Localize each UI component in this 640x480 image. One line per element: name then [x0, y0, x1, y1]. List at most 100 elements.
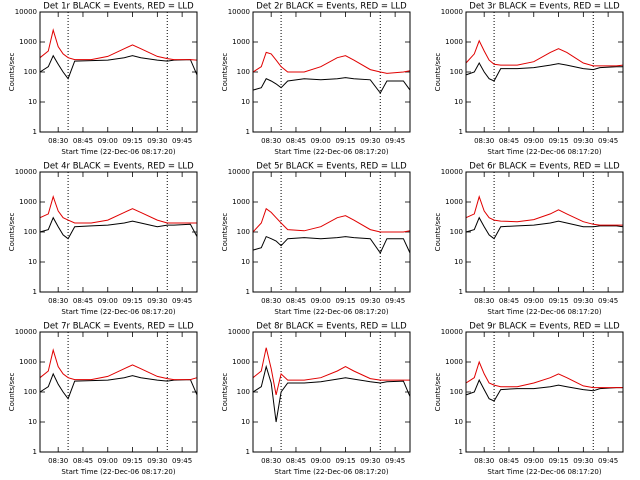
y-tick-label: 10 — [28, 418, 37, 426]
y-tick-label: 10000 — [15, 328, 37, 336]
x-tick-label: 09:00 — [524, 137, 544, 145]
y-tick-label: 1 — [459, 448, 463, 456]
y-tick-label: 10000 — [441, 8, 463, 16]
x-tick-label: 09:15 — [122, 457, 142, 465]
y-tick-label: 1 — [246, 288, 250, 296]
x-tick-label: 09:30 — [147, 457, 167, 465]
plot-frame — [465, 11, 624, 133]
x-tick-label: 09:00 — [98, 297, 118, 305]
x-tick-label: 09:15 — [548, 297, 568, 305]
y-tick-label: 1 — [459, 288, 463, 296]
y-tick-label: 10 — [241, 98, 250, 106]
y-tick-label: 100 — [24, 68, 37, 76]
x-tick-label: 09:30 — [147, 297, 167, 305]
y-tick-label: 10000 — [15, 168, 37, 176]
x-tick-label: 09:00 — [98, 457, 118, 465]
y-tick-label: 10000 — [15, 8, 37, 16]
x-tick-label: 09:45 — [598, 457, 618, 465]
y-tick-label: 100 — [450, 68, 463, 76]
y-axis-label: Counts/sec — [8, 373, 16, 412]
series-line — [252, 51, 411, 74]
x-tick-label: 08:30 — [48, 457, 68, 465]
x-tick-label: 08:45 — [286, 457, 306, 465]
x-tick-label: 08:45 — [73, 297, 93, 305]
x-tick-label: 09:15 — [548, 137, 568, 145]
plot-frame — [39, 331, 198, 453]
x-tick-label: 08:30 — [474, 297, 494, 305]
y-tick-label: 10 — [28, 258, 37, 266]
chart-title: Det 6r BLACK = Events, RED = LLD — [469, 162, 620, 172]
chart-title: Det 8r BLACK = Events, RED = LLD — [256, 322, 407, 332]
y-tick-label: 1 — [33, 288, 37, 296]
x-axis-label: Start Time (22-Dec-06 08:17:20) — [487, 148, 601, 156]
y-tick-label: 100 — [237, 228, 250, 236]
x-tick-label: 09:45 — [598, 137, 618, 145]
series-line — [252, 77, 411, 94]
x-tick-label: 09:15 — [335, 137, 355, 145]
chart-title: Det 3r BLACK = Events, RED = LLD — [469, 2, 620, 12]
y-tick-label: 100 — [237, 68, 250, 76]
x-tick-label: 08:45 — [286, 297, 306, 305]
y-tick-label: 1000 — [232, 198, 250, 206]
series-line — [39, 28, 198, 61]
x-axis-label: Start Time (22-Dec-06 08:17:20) — [274, 468, 388, 476]
series-line — [39, 195, 197, 224]
series-line — [39, 216, 198, 240]
plot-frame — [39, 171, 198, 293]
y-axis-label: Counts/sec — [8, 53, 16, 92]
y-tick-label: 100 — [450, 228, 463, 236]
y-axis-label: Counts/sec — [434, 53, 442, 92]
y-tick-label: 10 — [454, 258, 463, 266]
plot-frame — [252, 331, 411, 453]
x-tick-label: 09:45 — [172, 457, 192, 465]
x-tick-label: 09:30 — [573, 137, 593, 145]
x-tick-label: 08:45 — [499, 137, 519, 145]
y-tick-label: 10000 — [228, 168, 250, 176]
series-line — [465, 216, 624, 240]
x-tick-label: 08:30 — [261, 297, 281, 305]
y-tick-label: 1 — [33, 448, 37, 456]
x-tick-label: 09:00 — [524, 297, 544, 305]
plot-frame — [252, 11, 411, 133]
x-axis-label: Start Time (22-Dec-06 08:17:20) — [61, 468, 175, 476]
series-line — [465, 360, 623, 389]
y-tick-label: 10000 — [228, 8, 250, 16]
series-line — [39, 348, 198, 381]
x-axis-label: Start Time (22-Dec-06 08:17:20) — [61, 148, 175, 156]
plot-frame — [465, 331, 624, 453]
x-tick-label: 08:30 — [48, 137, 68, 145]
y-axis-label: Counts/sec — [434, 213, 442, 252]
plot-frame — [39, 11, 198, 133]
y-tick-label: 100 — [450, 388, 463, 396]
y-tick-label: 1 — [246, 128, 250, 136]
y-tick-label: 1000 — [445, 198, 463, 206]
x-axis-label: Start Time (22-Dec-06 08:17:20) — [274, 308, 388, 316]
y-tick-label: 10 — [28, 98, 37, 106]
series-line — [252, 347, 410, 396]
y-tick-label: 10 — [454, 98, 463, 106]
series-line — [252, 235, 411, 254]
y-tick-label: 1 — [33, 128, 37, 136]
chart-title: Det 9r BLACK = Events, RED = LLD — [469, 322, 620, 332]
series-line — [39, 54, 198, 80]
x-tick-label: 09:00 — [98, 137, 118, 145]
series-line — [465, 39, 624, 67]
y-tick-label: 10 — [454, 418, 463, 426]
x-tick-label: 08:30 — [474, 137, 494, 145]
x-axis-label: Start Time (22-Dec-06 08:17:20) — [487, 308, 601, 316]
x-tick-label: 08:30 — [261, 137, 281, 145]
y-tick-label: 1000 — [445, 358, 463, 366]
x-tick-label: 09:00 — [311, 297, 331, 305]
y-tick-label: 100 — [24, 388, 37, 396]
y-axis-label: Counts/sec — [221, 213, 229, 252]
chart-title: Det 4r BLACK = Events, RED = LLD — [43, 162, 194, 172]
series-line — [465, 61, 623, 82]
y-tick-label: 1000 — [19, 38, 37, 46]
x-tick-label: 08:30 — [48, 297, 68, 305]
series-line — [465, 378, 623, 402]
x-tick-label: 09:45 — [385, 457, 405, 465]
x-tick-label: 09:00 — [524, 457, 544, 465]
x-tick-label: 09:15 — [335, 297, 355, 305]
chart-title: Det 2r BLACK = Events, RED = LLD — [256, 2, 407, 12]
